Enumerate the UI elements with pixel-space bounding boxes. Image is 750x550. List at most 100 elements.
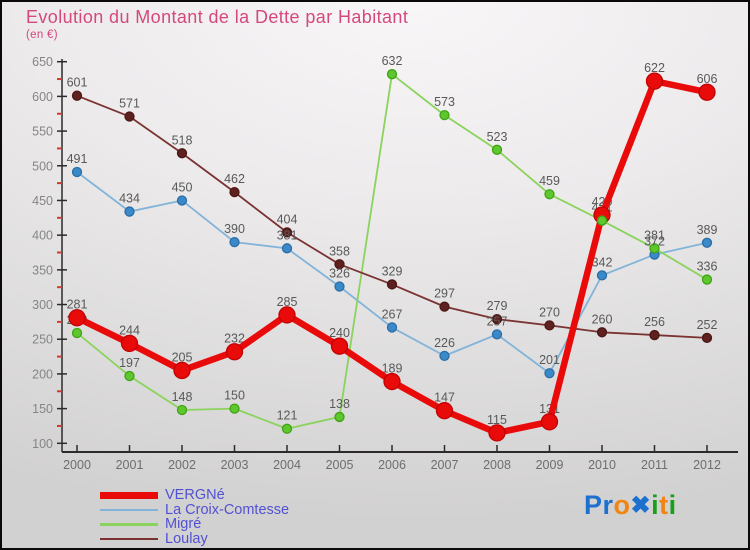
data-point (701, 332, 713, 343)
data-point (281, 423, 293, 434)
logo-letter: ✖ (630, 492, 652, 519)
data-point (544, 189, 555, 200)
logo-letter: r (602, 490, 614, 520)
data-point (491, 313, 503, 325)
data-label: 285 (277, 295, 298, 309)
data-label: 381 (644, 228, 665, 242)
data-label: 150 (224, 389, 245, 403)
data-label: 267 (382, 307, 403, 321)
x-tick-label: 2004 (273, 458, 301, 472)
x-tick-label: 2002 (168, 458, 196, 472)
data-label: 518 (172, 133, 193, 147)
data-point (124, 370, 135, 382)
data-point (649, 329, 660, 341)
data-label: 147 (434, 391, 455, 405)
data-label: 115 (487, 413, 507, 427)
data-label: 462 (224, 172, 245, 186)
data-point (278, 306, 296, 324)
y-tick-label: 100 (32, 437, 53, 451)
y-tick-label: 150 (32, 402, 53, 416)
data-label: 434 (119, 192, 140, 206)
data-point (488, 424, 506, 442)
data-label: 372 (644, 235, 665, 249)
data-label: 329 (382, 264, 403, 278)
data-point (439, 301, 450, 312)
legend-swatch (100, 537, 158, 540)
data-label: 189 (382, 362, 403, 376)
data-point (698, 83, 716, 101)
y-tick-label: 600 (32, 90, 53, 104)
data-point (229, 236, 240, 248)
x-tick-label: 2006 (378, 458, 406, 472)
data-point (439, 109, 450, 121)
logo-letter: o (613, 490, 631, 520)
legend-label: Migré (165, 516, 202, 533)
data-label: 326 (329, 266, 350, 280)
data-label: 601 (67, 76, 88, 90)
data-label: 459 (539, 174, 560, 188)
data-point (645, 72, 664, 90)
data-point (71, 166, 83, 178)
data-point (334, 411, 345, 423)
legend-item-migre: Migré (100, 517, 289, 532)
data-label: 121 (277, 409, 298, 423)
data-label: 244 (119, 323, 140, 337)
y-tick-label: 350 (32, 263, 53, 277)
y-tick-label: 200 (32, 367, 53, 381)
x-tick-label: 2000 (63, 458, 91, 472)
x-tick-label: 2007 (431, 458, 459, 472)
data-label: 606 (697, 72, 718, 86)
data-label: 342 (592, 255, 613, 269)
data-label: 450 (172, 180, 193, 194)
y-tick-label: 450 (32, 194, 53, 208)
data-point (176, 195, 188, 206)
data-point (229, 403, 240, 414)
data-point (435, 402, 454, 420)
x-tick-label: 2010 (588, 458, 616, 472)
data-point (71, 90, 83, 101)
data-point (544, 320, 555, 331)
data-label: 297 (434, 287, 455, 301)
data-label: 201 (539, 353, 560, 367)
legend: VERGNé La Croix-Comtesse Migré Loulay (100, 488, 289, 546)
data-label: 256 (644, 315, 665, 329)
data-label: 336 (697, 260, 718, 274)
proxiti-logo[interactable]: Pro✖iti (584, 490, 677, 521)
data-point (176, 148, 188, 159)
data-label: 240 (329, 326, 350, 340)
chart-title: Evolution du Montant de la Dette par Hab… (26, 7, 409, 27)
logo-letter: i (668, 490, 677, 520)
data-label: 252 (697, 318, 718, 332)
data-point (544, 368, 555, 379)
data-point (491, 329, 503, 340)
data-point (386, 322, 398, 333)
data-label: 270 (539, 305, 560, 319)
data-label: 260 (592, 312, 613, 326)
x-tick-label: 2001 (116, 458, 144, 472)
data-label: 571 (119, 97, 140, 111)
legend-label: Loulay (165, 530, 208, 547)
logo-letter: i (651, 490, 660, 520)
x-tick-label: 2009 (536, 458, 564, 472)
data-point (120, 334, 139, 353)
data-point (701, 237, 713, 248)
data-point (334, 259, 345, 270)
data-point (439, 350, 450, 362)
data-point (71, 327, 83, 339)
data-point (540, 413, 559, 431)
data-label: 279 (487, 299, 508, 313)
data-label: 381 (277, 228, 298, 242)
data-point (330, 337, 349, 355)
data-point (225, 343, 244, 361)
x-tick-label: 2005 (326, 458, 354, 472)
legend-swatch (100, 508, 158, 511)
y-tick-label: 650 (32, 55, 53, 69)
data-label: 281 (67, 298, 88, 312)
data-label: 389 (697, 223, 718, 237)
data-label: 138 (329, 397, 350, 411)
y-tick-label: 300 (32, 298, 53, 312)
data-label: 390 (224, 222, 245, 236)
data-label: 257 (487, 314, 508, 328)
legend-label: La Croix-Comtesse (165, 501, 290, 518)
